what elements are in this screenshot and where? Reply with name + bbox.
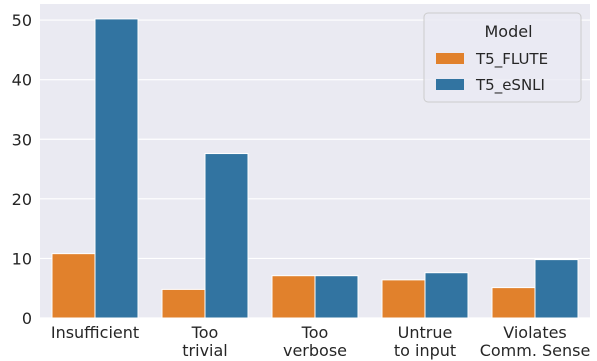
bar-t5-esnli-1 xyxy=(204,153,249,319)
bar-t5-flute-1 xyxy=(161,288,206,319)
x-tick-label: Comm. Sense xyxy=(480,341,591,360)
legend: Model T5_FLUTE T5_eSNLI xyxy=(423,12,582,103)
bar-t5-flute-0 xyxy=(51,253,96,319)
legend-swatch xyxy=(436,53,464,64)
y-tick-label: 40 xyxy=(12,71,32,90)
legend-title: Model xyxy=(484,22,532,41)
bar-t5-flute-3 xyxy=(381,279,426,319)
x-tick-label: Too xyxy=(191,323,219,342)
x-tick-label: verbose xyxy=(283,341,347,360)
bar-t5-flute-4 xyxy=(491,287,536,319)
y-tick-label: 0 xyxy=(22,309,32,328)
x-tick-label: Untrue xyxy=(398,323,453,342)
bar-t5-esnli-0 xyxy=(94,18,139,319)
x-tick-label: to input xyxy=(394,341,456,360)
x-tick-label: Insufficient xyxy=(51,323,139,342)
y-tick-label: 20 xyxy=(12,190,32,209)
x-tick-label: Too xyxy=(301,323,329,342)
bar-t5-esnli-4 xyxy=(534,259,579,319)
x-tick-labels: Insufficient TootrivialTooverboseUntrueto… xyxy=(51,323,590,360)
y-tick-label: 50 xyxy=(12,11,32,30)
y-tick-label: 10 xyxy=(12,249,32,268)
legend-label: T5_eSNLI xyxy=(475,76,545,95)
legend-swatch xyxy=(436,79,464,90)
legend-items: T5_FLUTE T5_eSNLI xyxy=(436,50,548,95)
legend-label: T5_FLUTE xyxy=(475,50,548,69)
y-tick-label: 30 xyxy=(12,130,32,149)
bar-t5-esnli-2 xyxy=(314,275,359,319)
x-tick-label: Violates xyxy=(503,323,567,342)
x-tick-label: trivial xyxy=(182,341,227,360)
y-tick-labels: 0 10 20 30 40 50 xyxy=(12,11,32,328)
bar-t5-flute-2 xyxy=(271,275,316,319)
bars xyxy=(51,18,579,319)
bar-t5-esnli-3 xyxy=(424,272,469,319)
